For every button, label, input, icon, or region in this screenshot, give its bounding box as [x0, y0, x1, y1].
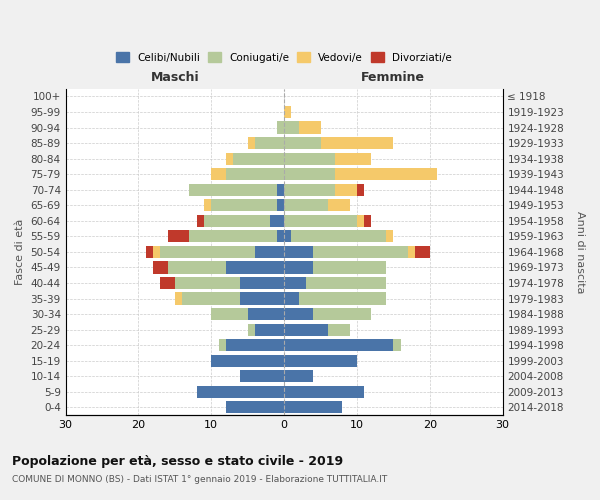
Bar [277, 199, 284, 211]
Bar [211, 199, 277, 211]
Bar [277, 122, 284, 134]
Bar [226, 339, 284, 351]
Bar [284, 339, 394, 351]
Text: Femmine: Femmine [361, 71, 425, 84]
Bar [284, 246, 313, 258]
Bar [241, 277, 284, 289]
Bar [357, 184, 364, 196]
Bar [328, 199, 350, 211]
Bar [233, 152, 284, 164]
Bar [277, 230, 284, 242]
Bar [284, 354, 357, 367]
Bar [248, 324, 255, 336]
Bar [204, 215, 269, 227]
Bar [284, 324, 328, 336]
Bar [182, 292, 241, 304]
Bar [292, 230, 386, 242]
Bar [284, 308, 313, 320]
Bar [284, 386, 364, 398]
Bar [226, 402, 284, 413]
Bar [226, 152, 233, 164]
Bar [190, 230, 277, 242]
Bar [313, 308, 371, 320]
Bar [160, 246, 255, 258]
Bar [284, 277, 306, 289]
Bar [153, 246, 160, 258]
Bar [211, 354, 284, 367]
Bar [284, 292, 299, 304]
Bar [175, 277, 241, 289]
Bar [394, 339, 401, 351]
Bar [284, 152, 335, 164]
Bar [415, 246, 430, 258]
Text: Popolazione per età, sesso e stato civile - 2019: Popolazione per età, sesso e stato civil… [12, 455, 343, 468]
Bar [284, 184, 335, 196]
Bar [313, 262, 386, 274]
Bar [241, 292, 284, 304]
Bar [211, 308, 248, 320]
Text: COMUNE DI MONNO (BS) - Dati ISTAT 1° gennaio 2019 - Elaborazione TUTTITALIA.IT: COMUNE DI MONNO (BS) - Dati ISTAT 1° gen… [12, 475, 387, 484]
Bar [241, 370, 284, 382]
Bar [197, 215, 204, 227]
Bar [248, 137, 255, 149]
Bar [335, 184, 357, 196]
Bar [153, 262, 167, 274]
Bar [197, 386, 284, 398]
Bar [211, 168, 226, 180]
Bar [226, 262, 284, 274]
Bar [284, 137, 320, 149]
Bar [190, 184, 277, 196]
Bar [284, 106, 292, 118]
Bar [284, 370, 313, 382]
Bar [328, 324, 350, 336]
Bar [284, 262, 313, 274]
Bar [284, 215, 357, 227]
Bar [167, 262, 226, 274]
Bar [255, 324, 284, 336]
Bar [335, 168, 437, 180]
Bar [218, 339, 226, 351]
Bar [248, 308, 284, 320]
Bar [269, 215, 284, 227]
Bar [335, 152, 371, 164]
Bar [277, 184, 284, 196]
Bar [386, 230, 394, 242]
Bar [160, 277, 175, 289]
Bar [408, 246, 415, 258]
Y-axis label: Anni di nascita: Anni di nascita [575, 210, 585, 293]
Bar [175, 292, 182, 304]
Bar [284, 122, 299, 134]
Bar [284, 199, 328, 211]
Bar [204, 199, 211, 211]
Bar [284, 168, 335, 180]
Bar [284, 230, 292, 242]
Bar [255, 246, 284, 258]
Bar [146, 246, 153, 258]
Bar [364, 215, 371, 227]
Text: Maschi: Maschi [151, 71, 199, 84]
Bar [226, 168, 284, 180]
Bar [167, 230, 190, 242]
Bar [299, 292, 386, 304]
Bar [306, 277, 386, 289]
Y-axis label: Fasce di età: Fasce di età [15, 218, 25, 285]
Bar [284, 402, 343, 413]
Bar [357, 215, 364, 227]
Bar [299, 122, 320, 134]
Bar [313, 246, 408, 258]
Bar [320, 137, 394, 149]
Legend: Celibi/Nubili, Coniugati/e, Vedovi/e, Divorziati/e: Celibi/Nubili, Coniugati/e, Vedovi/e, Di… [112, 48, 456, 67]
Bar [255, 137, 284, 149]
